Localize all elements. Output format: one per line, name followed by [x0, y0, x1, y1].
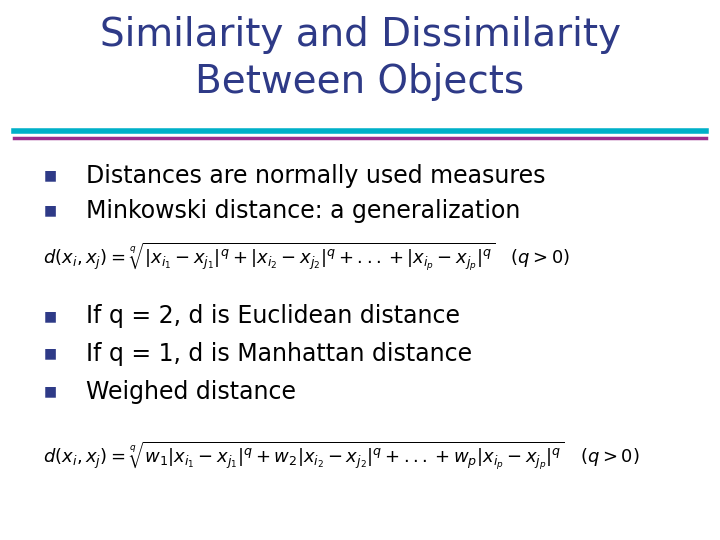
Text: ■: ■ — [44, 204, 57, 218]
Text: ■: ■ — [44, 384, 57, 399]
Text: ■: ■ — [44, 168, 57, 183]
Text: If q = 2, d is Euclidean distance: If q = 2, d is Euclidean distance — [86, 304, 460, 328]
Text: Weighed distance: Weighed distance — [86, 380, 297, 403]
Text: ■: ■ — [44, 309, 57, 323]
Text: ■: ■ — [44, 347, 57, 361]
Text: $d(x_i, x_j) = \sqrt[q]{w_1|x_{i_1} - x_{j_1}|^q + w_2|x_{i_2} - x_{j_2}|^q + ..: $d(x_i, x_j) = \sqrt[q]{w_1|x_{i_1} - x_… — [43, 440, 640, 472]
Text: If q = 1, d is Manhattan distance: If q = 1, d is Manhattan distance — [86, 342, 472, 366]
Text: $d(x_i, x_j) = \sqrt[q]{|x_{i_1} - x_{j_1}|^q + |x_{i_2} - x_{j_2}|^q + ... + |x: $d(x_i, x_j) = \sqrt[q]{|x_{i_1} - x_{j_… — [43, 240, 570, 273]
Text: Distances are normally used measures: Distances are normally used measures — [86, 164, 546, 187]
Text: Minkowski distance: a generalization: Minkowski distance: a generalization — [86, 199, 521, 222]
Text: Similarity and Dissimilarity
Between Objects: Similarity and Dissimilarity Between Obj… — [99, 16, 621, 101]
